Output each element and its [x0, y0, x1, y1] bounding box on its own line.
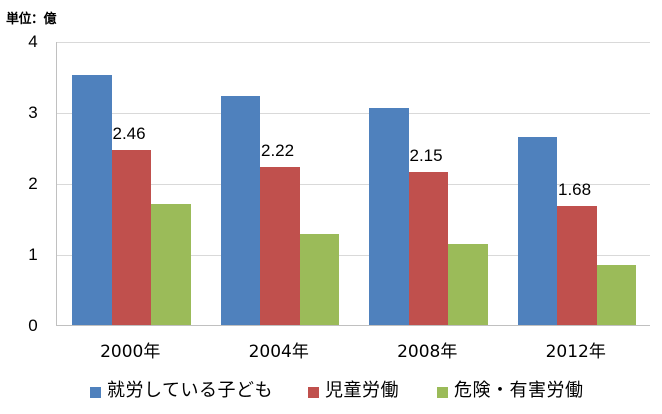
bar-child-labour	[557, 205, 597, 325]
bar-hazardous-work	[596, 264, 636, 325]
bar-group-2008: 2.15	[354, 42, 503, 325]
y-tick-0: 0	[28, 316, 38, 335]
x-label-2012: 2012年	[545, 342, 606, 362]
legend-item-child-labour: 児童労働	[308, 376, 399, 402]
y-tick-1: 1	[28, 245, 38, 264]
x-label-2000: 2000年	[100, 342, 161, 362]
unit-label: 単位：億	[6, 12, 57, 27]
x-label-2008: 2008年	[397, 342, 458, 362]
y-tick-3: 3	[28, 103, 38, 122]
gridline-3	[57, 113, 650, 114]
bar-child-labour	[260, 167, 300, 325]
bar-hazardous-work	[448, 244, 488, 325]
legend-label: 就労している子ども	[107, 380, 273, 401]
legend: 就労している子ども 児童労働 危険・有害労働	[0, 376, 662, 402]
bar-group-2000: 2.46	[57, 42, 206, 325]
legend-swatch-green	[437, 386, 448, 398]
bar-hazardous-work	[299, 234, 339, 325]
legend-swatch-blue	[90, 386, 101, 398]
bar-group-2012: 1.68	[503, 42, 652, 325]
y-tick-2: 2	[28, 174, 38, 193]
gridline-1	[57, 255, 650, 256]
gridline-2	[57, 184, 650, 185]
legend-label: 児童労働	[325, 380, 399, 401]
bar-working-children	[72, 75, 112, 325]
bar-group-2004: 2.22	[206, 42, 355, 325]
data-label: 2.46	[112, 124, 146, 144]
y-tick-4: 4	[28, 32, 38, 51]
bar-hazardous-work	[151, 204, 191, 325]
bar-working-children	[517, 136, 557, 325]
bar-working-children	[369, 107, 409, 325]
gridline-4	[57, 42, 650, 43]
plot-area: 2.46 2.22 2.15 1.68	[56, 42, 650, 326]
data-label: 2.15	[409, 146, 443, 166]
data-label: 1.68	[558, 179, 592, 199]
bar-working-children	[220, 95, 260, 325]
legend-item-working-children: 就労している子ども	[90, 376, 273, 402]
data-label: 2.22	[261, 141, 295, 161]
legend-label: 危険・有害労働	[454, 380, 584, 401]
bar-child-labour	[111, 150, 151, 325]
x-label-2004: 2004年	[248, 342, 309, 362]
legend-item-hazardous-work: 危険・有害労働	[437, 376, 584, 402]
bar-child-labour	[408, 172, 448, 325]
legend-swatch-red	[308, 386, 319, 398]
